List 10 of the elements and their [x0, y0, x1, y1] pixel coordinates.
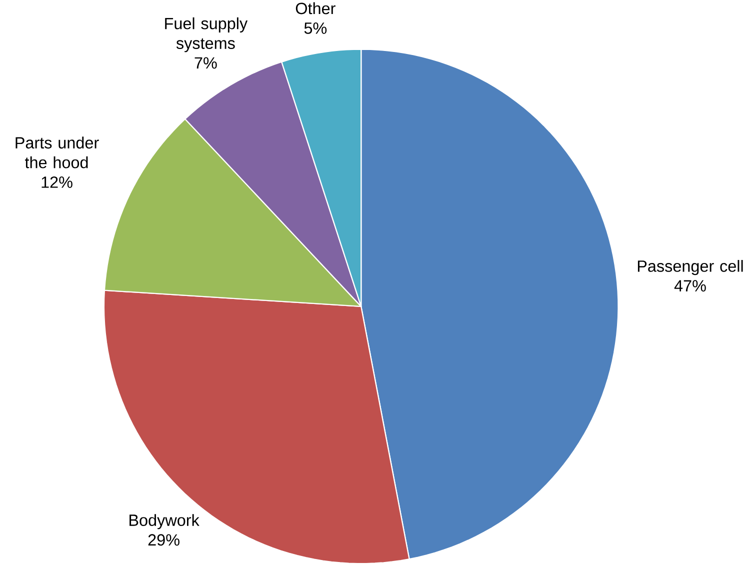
slice-label: Fuel supply systems: [165, 17, 248, 52]
data-label: 7%: [194, 57, 217, 69]
data-label: 47%: [674, 280, 706, 292]
data-label: 12%: [42, 176, 72, 188]
data-label: 5%: [304, 22, 327, 34]
slice-label: Parts under the hood: [16, 136, 99, 168]
slice-label: Other: [296, 2, 336, 14]
data-label: 29%: [148, 534, 180, 546]
slice-label: Bodywork: [130, 514, 200, 530]
slice-label: Passenger cell: [638, 260, 743, 276]
